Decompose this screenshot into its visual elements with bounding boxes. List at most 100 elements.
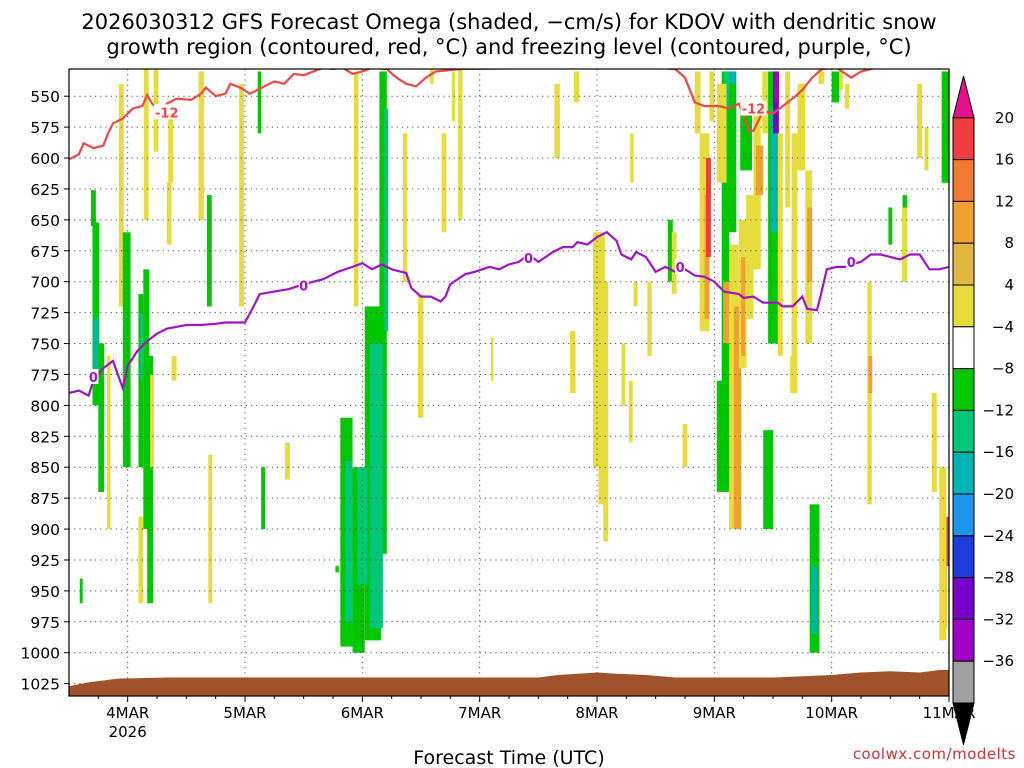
y-tick-label: 925 (30, 552, 60, 570)
omega-cell (740, 102, 752, 171)
omega-cell (79, 578, 83, 604)
chart-title-line-2: growth region (contoured, red, °C) and f… (106, 35, 911, 59)
y-tick-label: 625 (30, 181, 60, 199)
colorbar-label: −24 (982, 527, 1014, 545)
colorbar-swatch (952, 368, 975, 411)
contour-labels: -12 -12 0 0 0 0 0 (88, 100, 857, 386)
y-tick-label: 700 (30, 274, 60, 292)
colorbar-top-arrow (952, 75, 975, 119)
contour-label-bg (153, 104, 180, 120)
colorbar-swatch (952, 242, 975, 286)
omega-cell (763, 430, 773, 530)
omega-cell (143, 69, 149, 220)
omega-cell (257, 71, 262, 134)
colorbar-label: 4 (1004, 276, 1014, 294)
x-tick-label: 5MAR (223, 704, 266, 722)
omega-cell (770, 108, 778, 233)
colorbar-label: 20 (995, 109, 1014, 127)
omega-cell (844, 83, 850, 109)
omega-cell (171, 355, 177, 381)
omega-cell (931, 393, 937, 492)
colorbar-swatch (952, 117, 975, 161)
y-tick-label: 825 (30, 428, 60, 446)
omega-cell (402, 133, 408, 282)
omega-cell (716, 380, 725, 492)
omega-cell (418, 294, 424, 418)
y-tick-label: 950 (30, 583, 60, 601)
omega-cell (746, 195, 754, 319)
omega-cell (773, 71, 779, 103)
contour-label: 0 (89, 371, 98, 386)
colorbar-swatch (952, 660, 975, 704)
colorbar-label: −32 (982, 610, 1014, 628)
y-tick-label: 875 (30, 490, 60, 508)
omega-cell (91, 190, 96, 227)
omega-cell (93, 318, 99, 381)
x-tick-label: 6MAR (341, 704, 384, 722)
y-tick-label: 800 (30, 397, 60, 415)
credit-link[interactable]: coolwx.com/modelts (853, 745, 1016, 763)
omega-cell (628, 380, 633, 443)
omega-cell (285, 442, 290, 480)
contour-label-bg (298, 277, 309, 293)
omega-cell (458, 69, 463, 220)
omega-cell (755, 145, 764, 196)
colorbar-label: −4 (992, 318, 1014, 336)
y-tick-label: 1000 (21, 645, 60, 663)
omega-cell (667, 219, 673, 282)
omega-cell (206, 195, 212, 307)
omega-cell (741, 256, 746, 356)
omega-cell (709, 71, 715, 121)
colorbar-label: −20 (982, 485, 1014, 503)
y-tick-label: 650 (30, 212, 60, 230)
plot-area: -12 -12 0 0 0 0 0 (69, 69, 949, 696)
omega-cell (166, 182, 172, 245)
omega-cell (122, 232, 131, 468)
colorbar-label: 12 (995, 192, 1014, 210)
y-tick-label: 600 (30, 150, 60, 168)
omega-cell (777, 133, 783, 356)
x-tick-label: 4MAR (106, 704, 149, 722)
omega-cell (92, 222, 100, 406)
omega-cell (490, 337, 494, 381)
omega-cell (785, 71, 791, 208)
omega-cell (791, 133, 798, 394)
y-tick-label: 900 (30, 521, 60, 539)
colorbar-swatch (952, 409, 975, 453)
omega-cell (118, 83, 124, 307)
colorbar-swatch (952, 493, 975, 537)
colorbar-swatch (952, 284, 975, 328)
omega-cell (441, 133, 447, 233)
omega-shading (79, 69, 949, 653)
omega-cell (818, 71, 825, 84)
x-tick-label: 10MAR (805, 704, 858, 722)
y-tick-label: 1025 (21, 676, 60, 694)
omega-cell (261, 467, 266, 530)
omega-cell (369, 343, 383, 628)
omega-cell (354, 71, 359, 307)
y-tick-label: 975 (30, 614, 60, 632)
omega-cell (143, 269, 150, 530)
omega-cell (941, 71, 949, 183)
x-axis-label: Forecast Time (UTC) (413, 747, 604, 768)
x-tick-year: 2026 (109, 723, 147, 741)
colorbar-swatch (952, 535, 975, 579)
colorbar-swatch (952, 451, 975, 495)
omega-cell (603, 281, 609, 542)
y-tick-label: 850 (30, 459, 60, 477)
colorbar-label: 16 (995, 151, 1014, 169)
colorbar-label: 8 (1004, 234, 1014, 252)
colorbar-label: −12 (982, 401, 1014, 419)
omega-cell (357, 467, 368, 585)
contour-label-bg (846, 253, 857, 269)
omega-cell (729, 71, 737, 233)
omega-cell (706, 158, 711, 257)
colorbar-label: −8 (992, 360, 1014, 378)
y-tick-label: 725 (30, 305, 60, 323)
colorbar-label: −16 (982, 443, 1014, 461)
y-tick-label: 750 (30, 336, 60, 354)
colorbar-swatch (952, 326, 975, 370)
x-tick-label: 9MAR (693, 704, 736, 722)
